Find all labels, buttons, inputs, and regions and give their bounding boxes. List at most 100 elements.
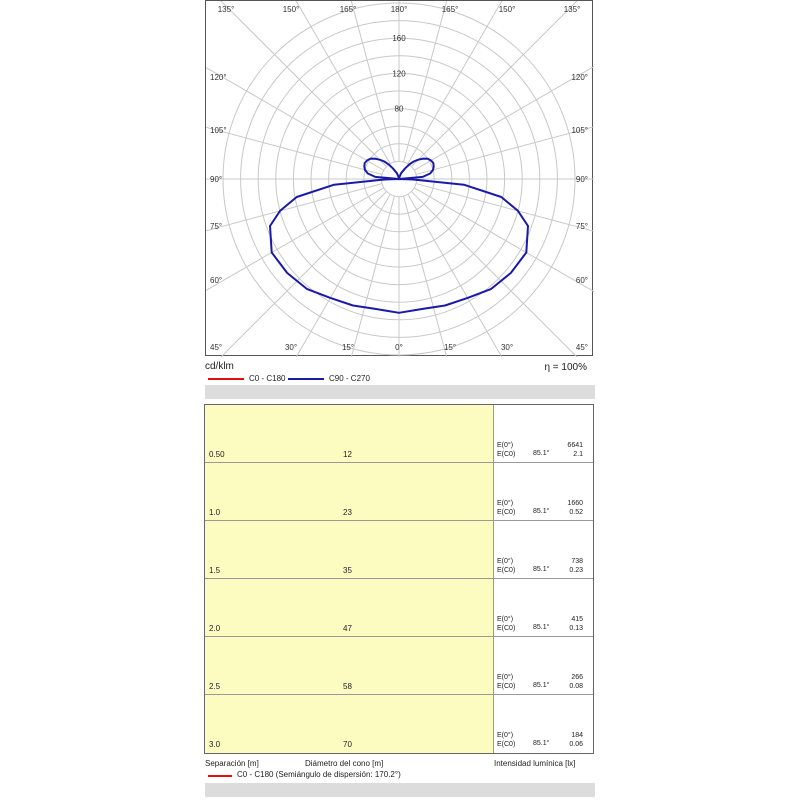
separation-value: 3.0 — [209, 740, 221, 749]
angle-label-top: 150° — [499, 5, 516, 14]
diameter-value: 47 — [343, 624, 352, 633]
illuminance-edge-value: 0.08 — [569, 683, 583, 690]
cone-legend-label: C0 - C180 (Semiángulo de dispersión: 170… — [237, 770, 401, 779]
divider-band-bottom — [205, 783, 595, 797]
illuminance-center-value: 738 — [571, 558, 583, 565]
label-center: E(0°) — [497, 558, 514, 565]
separation-value: 0.50 — [209, 450, 225, 459]
label-center: E(0°) — [497, 616, 514, 623]
illuminance-edge-value: 2.1 — [573, 451, 583, 458]
angle-label-bottom: 30° — [285, 343, 297, 352]
label-edge: E(C0) — [497, 625, 516, 632]
grid-spoke — [350, 195, 395, 357]
illuminance-center-value: 6641 — [567, 442, 583, 449]
column-label-illuminance: Intensidad lumínica [lx] — [494, 759, 576, 768]
cone-row: 2.5 58 E(0°) E(C0) 85.1° 266 0.08 — [205, 637, 593, 695]
radial-tick-label: 120 — [392, 69, 406, 78]
illuminance-edge-value: 0.23 — [569, 567, 583, 574]
grid-spoke — [407, 193, 503, 357]
angle-label-left: 120° — [210, 73, 227, 82]
angle-label-left: 45° — [210, 343, 222, 352]
half-angle-value: 85.1° — [533, 682, 550, 689]
radial-tick-label: 80 — [395, 105, 404, 114]
grid-spoke — [415, 126, 594, 175]
divider-band-top — [205, 385, 595, 399]
radial-tick-label: 160 — [392, 34, 406, 43]
efficiency-label: η = 100% — [544, 362, 587, 373]
polar-chart-frame: 80 120 160 135° 150° 165° 180° 165° 150° 135° 120°… — [205, 0, 594, 357]
cone-fill — [205, 637, 494, 694]
polar-chart-svg: 80 120 160 135° 150° 165° 180° 165° 150° 135° 120°… — [206, 1, 594, 357]
grid-spoke — [403, 195, 448, 357]
angle-label-right: 45° — [576, 343, 588, 352]
angle-label-top: 150° — [283, 5, 300, 14]
angle-label-right: 60° — [576, 276, 588, 285]
grid-spoke — [411, 191, 578, 357]
separation-value: 1.0 — [209, 508, 221, 517]
grid-spoke — [206, 187, 385, 292]
cone-row: 1.5 35 E(0°) E(C0) 85.1° 738 0.23 — [205, 521, 593, 579]
angle-label-bottom: 30° — [501, 343, 513, 352]
grid-spoke — [350, 1, 395, 163]
illuminance-edge-value: 0.52 — [569, 509, 583, 516]
separation-value: 2.5 — [209, 682, 221, 691]
polar-unit-label: cd/klm — [205, 361, 234, 372]
illuminance-center-value: 184 — [571, 732, 583, 739]
cone-fill — [205, 405, 494, 462]
legend-swatch-c0 — [208, 378, 244, 380]
angle-label-right: 120° — [571, 73, 588, 82]
grid-spoke — [295, 193, 391, 357]
label-edge: E(C0) — [497, 683, 516, 690]
angle-label-left: 60° — [210, 276, 222, 285]
label-center: E(0°) — [497, 442, 514, 449]
series-curve-c90-c270 — [269, 157, 529, 314]
label-center: E(0°) — [497, 500, 514, 507]
label-center: E(0°) — [497, 732, 514, 739]
angle-label-top: 135° — [218, 5, 235, 14]
diameter-value: 12 — [343, 450, 352, 459]
grid-spoke — [403, 1, 448, 163]
cone-legend-swatch — [208, 775, 232, 777]
angle-label-top: 135° — [564, 5, 581, 14]
legend-label-c0: C0 - C180 — [249, 374, 286, 383]
angle-label-right: 105° — [571, 126, 588, 135]
half-angle-value: 85.1° — [533, 624, 550, 631]
cone-row: 3.0 70 E(0°) E(C0) 85.1° 184 0.06 — [205, 695, 593, 753]
angle-label-top: 180° — [391, 5, 408, 14]
cone-row: 0.50 12 E(0°) E(C0) 85.1° 6641 2.1 — [205, 405, 593, 463]
grid-spoke — [415, 183, 594, 232]
angle-label-bottom: 0° — [395, 343, 403, 352]
diameter-value: 58 — [343, 682, 352, 691]
grid-spoke — [413, 187, 594, 293]
cone-fill — [205, 695, 494, 753]
legend-label-c90: C90 - C270 — [329, 374, 370, 383]
light-cone-table: 0.50 12 E(0°) E(C0) 85.1° 6641 2.1 1.0 23 E(0°) E(… — [204, 404, 594, 754]
half-angle-value: 85.1° — [533, 740, 550, 747]
angle-label-left: 75° — [210, 222, 222, 231]
cone-fill — [205, 463, 494, 520]
grid-spoke — [407, 1, 503, 165]
label-center: E(0°) — [497, 674, 514, 681]
grid-spoke — [220, 191, 387, 357]
illuminance-center-value: 415 — [571, 616, 583, 623]
angle-label-top: 165° — [340, 5, 357, 14]
illuminance-center-value: 266 — [571, 674, 583, 681]
legend-swatch-c90 — [288, 378, 324, 380]
separation-value: 2.0 — [209, 624, 221, 633]
label-edge: E(C0) — [497, 509, 516, 516]
cone-row: 2.0 47 E(0°) E(C0) 85.1° 415 0.13 — [205, 579, 593, 637]
column-label-diameter: Diámetro del cono [m] — [305, 759, 384, 768]
cone-fill — [205, 521, 494, 578]
grid-spoke — [411, 1, 578, 167]
angle-label-right: 90° — [576, 175, 588, 184]
angle-label-right: 75° — [576, 222, 588, 231]
label-edge: E(C0) — [497, 567, 516, 574]
grid-spoke — [413, 65, 594, 171]
illuminance-center-value: 1660 — [567, 500, 583, 507]
illuminance-edge-value: 0.06 — [569, 741, 583, 748]
angle-label-bottom: 15° — [342, 343, 354, 352]
half-angle-value: 85.1° — [533, 566, 550, 573]
grid-spoke — [206, 66, 385, 171]
diameter-value: 35 — [343, 566, 352, 575]
angle-label-left: 105° — [210, 126, 227, 135]
